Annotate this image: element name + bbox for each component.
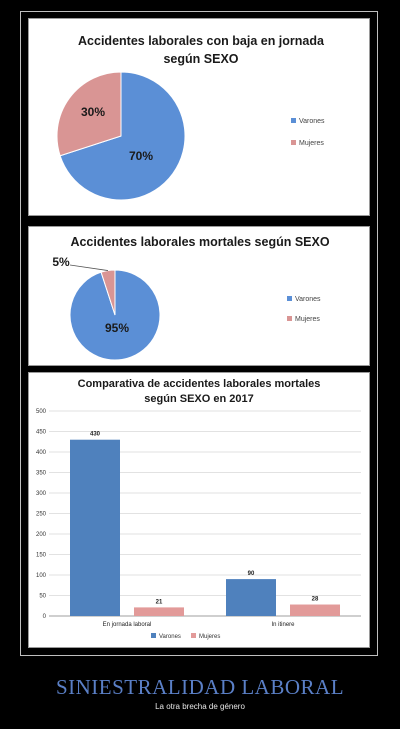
pie-chart-mortales: Accidentes laborales mortales según SEXO… [52,235,330,361]
chart-title-line2: según SEXO [163,52,238,66]
y-tick-label: 0 [43,614,47,620]
chart-title-line2: según SEXO en 2017 [144,393,253,405]
pie-chart-panel-mortales: Accidentes laborales mortales según SEXO… [28,226,370,366]
pie-leader-line [69,264,109,271]
legend-label-mujeres: Mujeres [295,316,320,323]
bar-value-label: 21 [156,599,163,605]
legend-label-mujeres: Mujeres [299,140,324,147]
bar-value-label: 90 [248,571,255,577]
pie-slice-mujeres [56,71,122,157]
y-tick-label: 300 [36,491,47,497]
bar-mujeres-1 [290,604,340,616]
pie-label-varones: 95% [105,321,129,335]
bar-varones-1 [226,579,276,616]
pie-label-varones: 70% [129,149,153,163]
y-tick-label: 50 [39,594,46,600]
legend-swatch-varones [151,633,156,638]
legend-swatch-mujeres [191,633,196,638]
y-tick-label: 500 [36,409,47,415]
pie-chart-panel-jornada: Accidentes laborales con baja en jornada… [28,18,370,216]
x-tick-label: In itinere [271,622,295,628]
chart-title-line1: Accidentes laborales con baja en jornada [78,34,325,48]
bar-chart-panel: Comparativa de accidentes laborales mort… [28,372,370,648]
y-tick-label: 250 [36,512,47,518]
poster-subtitle: La otra brecha de género [155,702,245,711]
y-tick-label: 200 [36,532,47,538]
pie-chart-jornada: Accidentes laborales con baja en jornada… [56,34,325,201]
legend-label-varones: Varones [295,296,321,303]
pie-label-mujeres: 5% [52,255,70,269]
y-tick-label: 450 [36,430,47,436]
legend-swatch-varones [291,118,296,123]
legend-swatch-mujeres [291,140,296,145]
bar-varones-0 [70,439,120,616]
bar-mujeres-0 [134,607,184,616]
legend-label-varones: Varones [159,634,181,640]
bar-value-label: 28 [312,597,319,603]
bar-value-label: 430 [90,432,101,438]
legend-label-varones: Varones [299,118,325,125]
x-tick-label: En jornada laboral [103,622,152,628]
pie-label-mujeres: 30% [81,105,105,119]
y-tick-label: 150 [36,553,47,559]
bar-chart-comparativa: Comparativa de accidentes laborales mort… [36,378,361,640]
chart-title-line1: Comparativa de accidentes laborales mort… [78,378,321,390]
legend-label-mujeres: Mujeres [199,634,220,640]
y-tick-label: 100 [36,573,47,579]
y-tick-label: 400 [36,450,47,456]
legend-swatch-varones [287,296,292,301]
chart-title-line1: Accidentes laborales mortales según SEXO [70,235,329,249]
y-tick-label: 350 [36,471,47,477]
pie-slice-varones [59,71,186,201]
poster-headline: SINIESTRALIDAD LABORAL [55,675,345,699]
legend-swatch-mujeres [287,316,292,321]
